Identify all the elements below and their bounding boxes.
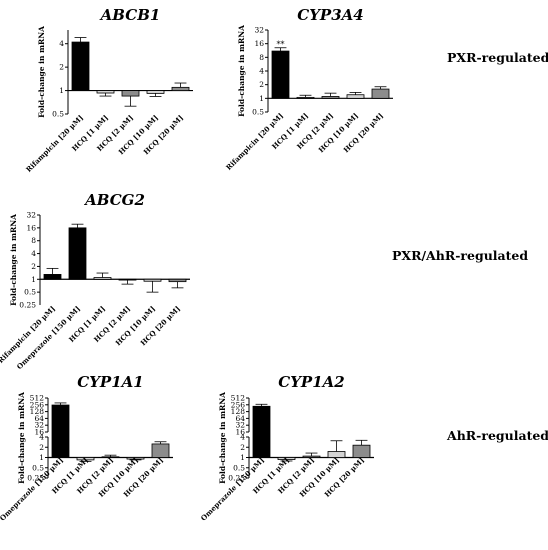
- y-tick-label: 0.25: [19, 301, 36, 310]
- bar: [271, 50, 290, 99]
- y-axis-label: Fold-change in mRNA: [237, 25, 246, 117]
- y-tick-label: 0.5: [24, 288, 36, 297]
- bar: [68, 227, 87, 280]
- y-tick-label: 1: [59, 86, 64, 95]
- y-axis-label: Fold-change in mRNA: [37, 26, 46, 118]
- chart-cyp1a2: CYP1A2 Fold-change in mRNA 0.25 0.512416326…: [199, 373, 374, 523]
- y-tick-label: 0.25: [228, 474, 245, 483]
- bar: [171, 86, 190, 91]
- y-tick-label: 8: [31, 236, 36, 245]
- bar: [327, 451, 346, 458]
- y-tick-label: 16: [26, 223, 36, 232]
- y-tick-label: 16: [254, 39, 264, 48]
- y-tick-label: 16: [235, 428, 245, 437]
- y-tick-label: 512: [30, 394, 45, 403]
- bar: [168, 278, 187, 283]
- y-tick-label: 32: [26, 211, 36, 220]
- chart-title: CYP1A2: [278, 373, 344, 391]
- y-axis-label: Fold-change in mRNA: [218, 392, 227, 484]
- bar: [43, 274, 62, 280]
- y-tick-label: 0.5: [32, 463, 44, 472]
- y-tick-label: 8: [259, 53, 264, 62]
- y-tick-label: 512: [231, 394, 246, 403]
- chart-cyp1a1: CYP1A1 Fold-change in mRNA 0.25 0.512416326…: [0, 373, 173, 523]
- y-tick-label: 1: [240, 453, 245, 462]
- bar: [146, 90, 165, 94]
- y-tick-label: 0.5: [252, 108, 264, 117]
- y-tick-label: 128: [231, 407, 246, 416]
- bar: [93, 277, 112, 280]
- y-tick-label: 0.25: [27, 474, 44, 483]
- bar: [352, 444, 371, 458]
- bar: [296, 96, 315, 99]
- y-tick-label: 256: [231, 400, 246, 409]
- chart-title: ABCG2: [83, 191, 145, 209]
- group-label-pxr: PXR-regulated: [447, 50, 548, 65]
- y-tick-label: 256: [30, 400, 45, 409]
- bar: [346, 94, 365, 99]
- bar: [321, 96, 340, 99]
- y-tick-label: 2: [259, 80, 264, 89]
- y-tick-label: 2: [39, 443, 44, 452]
- bar: [143, 278, 162, 282]
- y-tick-label: 64: [235, 414, 245, 423]
- group-label-pxr-ahr: PXR/AhR-regulated: [392, 248, 528, 263]
- bar: [302, 455, 321, 458]
- significance-marker: **: [277, 40, 285, 49]
- bar: [101, 456, 120, 458]
- bar: [121, 90, 140, 97]
- group-label-ahr: AhR-regulated: [446, 428, 548, 443]
- y-tick-label: 4: [259, 67, 264, 76]
- y-tick-label: 4: [31, 249, 36, 258]
- y-tick-label: 32: [235, 421, 245, 430]
- y-tick-label: 2: [59, 63, 64, 72]
- chart-title: CYP3A4: [297, 6, 363, 24]
- y-tick-label: 4: [39, 433, 44, 442]
- y-tick-label: 4: [240, 433, 245, 442]
- y-tick-label: 0.5: [233, 463, 245, 472]
- bar: [51, 404, 70, 458]
- y-axis-label: Fold-change in mRNA: [17, 392, 26, 484]
- chart-title: ABCB1: [99, 6, 161, 24]
- y-tick-label: 1: [31, 275, 36, 284]
- y-tick-label: 1: [259, 94, 264, 103]
- bar: [71, 41, 90, 91]
- y-tick-label: 0.5: [52, 110, 64, 119]
- y-tick-label: 1: [39, 453, 44, 462]
- y-tick-label: 32: [254, 26, 264, 35]
- bar: [96, 90, 115, 94]
- y-tick-label: 32: [34, 421, 44, 430]
- y-tick-label: 64: [34, 414, 44, 423]
- bar: [252, 405, 271, 458]
- y-tick-label: 16: [34, 428, 44, 437]
- y-tick-label: 128: [30, 407, 45, 416]
- bar: [371, 88, 390, 99]
- y-tick-label: 4: [59, 39, 64, 48]
- y-tick-label: 2: [240, 443, 245, 452]
- y-axis-label: Fold-change in mRNA: [9, 214, 18, 306]
- bar: [151, 443, 170, 458]
- chart-title: CYP1A1: [77, 373, 143, 391]
- y-tick-label: 2: [31, 262, 36, 271]
